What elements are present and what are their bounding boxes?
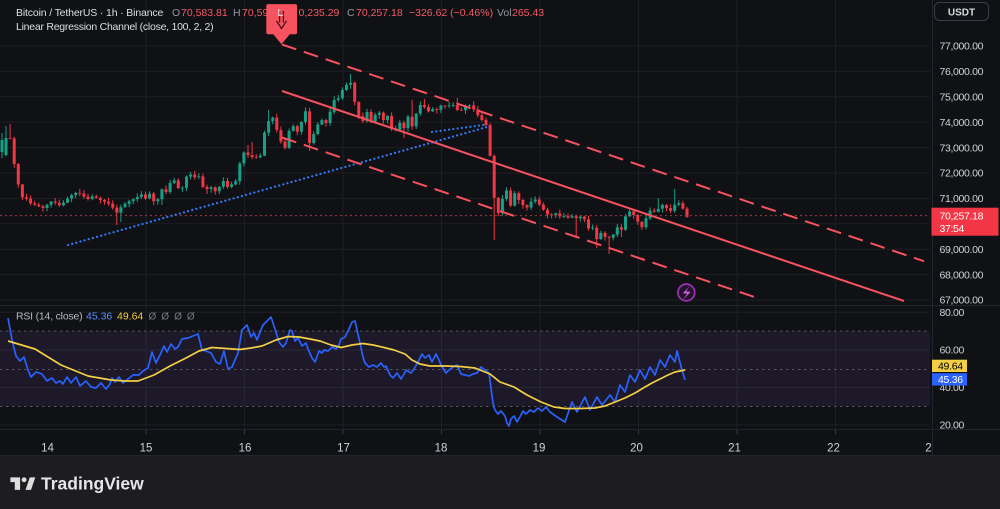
svg-text:Ø: Ø	[149, 312, 157, 323]
svg-text:H: H	[233, 7, 241, 19]
svg-text:16: 16	[239, 443, 252, 455]
svg-text:70,598.43: 70,598.43	[242, 7, 289, 19]
svg-text:76,000.00: 76,000.00	[940, 66, 984, 78]
svg-text:265.43: 265.43	[512, 7, 544, 19]
svg-text:67,000.00: 67,000.00	[940, 295, 984, 307]
svg-text:USDT: USDT	[948, 8, 975, 19]
svg-text:45.36: 45.36	[938, 374, 963, 386]
svg-text:O: O	[172, 7, 180, 19]
svg-text:Vol: Vol	[497, 7, 512, 19]
svg-text:Ø: Ø	[187, 312, 195, 323]
svg-text:20.00: 20.00	[940, 420, 965, 432]
svg-text:70,257.18: 70,257.18	[940, 210, 984, 222]
svg-text:77,000.00: 77,000.00	[940, 41, 984, 53]
svg-text:15: 15	[140, 443, 153, 455]
svg-text:Bitcoin / TetherUS · 1h · Bina: Bitcoin / TetherUS · 1h · Binance	[16, 7, 163, 19]
svg-text:60.00: 60.00	[940, 345, 965, 357]
svg-text:75,000.00: 75,000.00	[940, 92, 984, 104]
svg-text:Ø: Ø	[161, 312, 169, 323]
svg-text:2: 2	[925, 443, 931, 455]
svg-text:17: 17	[337, 443, 350, 455]
svg-text:−326.62 (−0.46%): −326.62 (−0.46%)	[409, 7, 493, 19]
svg-text:70,583.81: 70,583.81	[181, 7, 228, 19]
svg-text:71,000.00: 71,000.00	[940, 193, 984, 205]
svg-text:14: 14	[41, 443, 54, 455]
svg-text:49.64: 49.64	[117, 311, 143, 323]
svg-text:80.00: 80.00	[940, 307, 965, 319]
svg-text:72,000.00: 72,000.00	[940, 168, 984, 180]
svg-text:19: 19	[533, 443, 546, 455]
svg-text:18: 18	[435, 443, 448, 455]
svg-text:70,257.18: 70,257.18	[356, 7, 403, 19]
svg-text:21: 21	[728, 443, 741, 455]
svg-text:74,000.00: 74,000.00	[940, 117, 984, 129]
svg-text:22: 22	[827, 443, 840, 455]
svg-text:Linear Regression Channel (clo: Linear Regression Channel (close, 100, 2…	[16, 21, 213, 33]
svg-text:69,000.00: 69,000.00	[940, 244, 984, 256]
svg-text:49.64: 49.64	[938, 361, 963, 373]
svg-text:0,235.29: 0,235.29	[299, 7, 340, 19]
svg-text:TradingView: TradingView	[41, 474, 144, 494]
svg-text:68,000.00: 68,000.00	[940, 269, 984, 281]
svg-text:45.36: 45.36	[86, 311, 112, 323]
svg-text:20: 20	[630, 443, 643, 455]
svg-text:C: C	[347, 7, 355, 19]
svg-text:73,000.00: 73,000.00	[940, 142, 984, 154]
svg-text:L: L	[278, 7, 284, 19]
svg-text:37:54: 37:54	[940, 223, 965, 235]
svg-text:RSI (14, close): RSI (14, close)	[16, 311, 82, 323]
svg-text:Ø: Ø	[174, 312, 182, 323]
